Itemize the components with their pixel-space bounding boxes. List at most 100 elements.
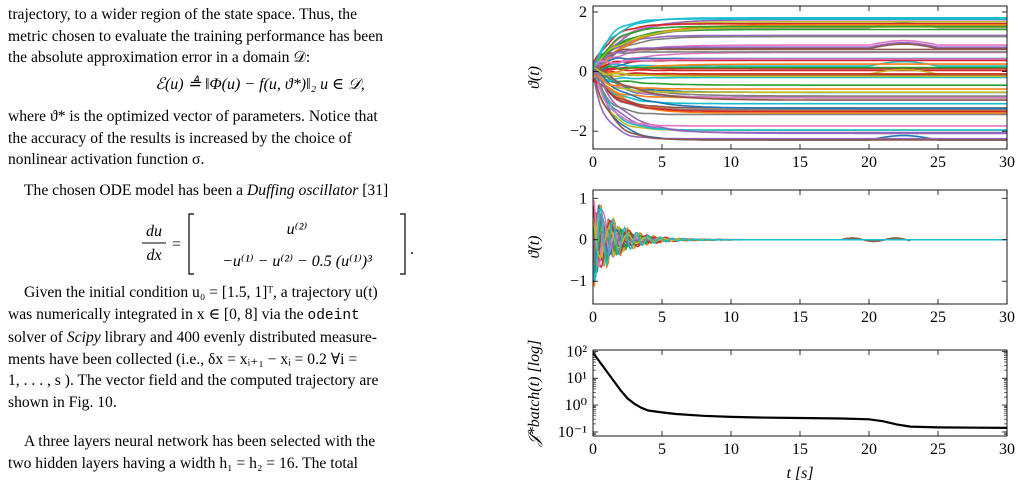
code-odeint: odeint (307, 307, 360, 324)
theta-trajectory (593, 43, 1007, 69)
theta-dot-trajectory (593, 203, 1006, 288)
text-line: Given the initial condition u₀ = [1.5, 1… (24, 284, 378, 301)
theta-dot-trajectory (593, 199, 1006, 268)
paragraph-2: where ϑ* is the optimized vector of para… (8, 106, 512, 171)
cost-curve (593, 352, 1007, 429)
x-tick-label: 25 (930, 154, 946, 171)
x-tick-label: 10 (723, 441, 739, 458)
x-tick-label: 30 (999, 154, 1015, 171)
y-tick-label: 10¹ (566, 370, 587, 387)
lhs-numerator: du (146, 223, 162, 240)
period: . (410, 241, 414, 258)
x-tick-label: 15 (792, 441, 808, 458)
text-line: the accuracy of the results is increased… (8, 129, 352, 147)
theta-trajectory (593, 63, 1007, 81)
x-tick-label: 5 (658, 154, 666, 171)
theta-dot-trajectory (593, 209, 1006, 286)
theta-trajectory (593, 67, 1007, 116)
theta-dot-trajectory (593, 211, 1006, 259)
text-run: was numerically integrated in x ∈ [0, 8]… (8, 305, 308, 323)
theta-trajectory (593, 65, 1007, 73)
text-line: nonlinear activation function σ. (8, 151, 205, 168)
right-bracket (400, 213, 406, 275)
lhs-denominator: dx (146, 247, 161, 264)
equals-sign: = (172, 236, 181, 253)
axes-frame (592, 189, 1008, 305)
x-tick-label: 10 (723, 154, 739, 171)
theta-dot-trajectory (593, 224, 1006, 274)
theta-trajectory (593, 63, 1007, 71)
y-tick-label: 10⁰ (565, 397, 587, 414)
theta-trajectory (593, 73, 1007, 90)
theta-dot-trajectory (593, 214, 1006, 275)
paragraph-3: The chosen ODE model has been a Duffing … (8, 180, 528, 202)
y-axis-label: ϑ̇(t) (526, 236, 543, 259)
theta-trajectory (593, 67, 1007, 73)
text-line: 1, . . . , s ). The vector field and the… (8, 372, 379, 389)
x-tick-label: 10 (723, 309, 739, 326)
text-line: trajectory, to a wider region of the sta… (8, 6, 358, 23)
text-line: shown in Fig. 10. (8, 393, 117, 411)
paragraph-4: Given the initial condition u₀ = [1.5, 1… (8, 282, 512, 413)
x-tick-label: 0 (589, 154, 597, 171)
y-tick-label: 2 (579, 4, 587, 21)
theta-trajectory (593, 67, 1007, 110)
x-tick-label: 15 (792, 309, 808, 326)
theta-trajectory (593, 25, 1007, 68)
y-axis-label: 𝒥*batch(t) [log] (526, 340, 543, 448)
series-group (593, 17, 1007, 141)
equation-duffing: du dx = u⁽²⁾ −u⁽¹⁾ − u⁽²⁾ − 0.5 (u⁽¹⁾)³ … (8, 210, 512, 278)
x-tick-label: 0 (589, 309, 597, 326)
theta-trajectory (593, 50, 1007, 65)
text-line: where ϑ* is the optimized vector of para… (8, 108, 378, 125)
theta-trajectory (593, 76, 1007, 82)
theta-dot-trajectory (593, 206, 1006, 281)
text-run: library and 400 evenly distributed measu… (100, 329, 377, 346)
y-tick-label: 10² (566, 343, 587, 360)
series-group (593, 199, 1006, 288)
theta-trajectory (593, 74, 1007, 86)
y-tick-label: −2 (570, 123, 587, 140)
y-tick-label: 1 (579, 190, 587, 207)
x-tick-label: 0 (589, 441, 597, 458)
matrix-row-2: −u⁽¹⁾ − u⁽²⁾ − 0.5 (u⁽¹⁾)³ (222, 253, 372, 270)
x-tick-label: 30 (999, 441, 1015, 458)
theta-trajectory (593, 66, 1007, 135)
theta-trajectory (593, 58, 1007, 68)
theta-trajectory (593, 34, 1007, 80)
theta-dot-trajectory (593, 217, 1006, 273)
x-tick-label: 5 (658, 309, 666, 326)
theta-dot-trajectory (593, 215, 1006, 257)
theta-trajectory (593, 23, 1007, 64)
x-axis-label: t [s] (786, 465, 813, 482)
theta-trajectory (593, 59, 1007, 69)
theta-trajectory (593, 35, 1007, 77)
theta-dot-trajectory (593, 216, 1006, 269)
left-bracket (188, 213, 194, 275)
x-tick-label: 20 (861, 309, 877, 326)
text-line: ments have been collected (i.e., δx = xᵢ… (8, 350, 358, 368)
x-tick-label: 25 (930, 441, 946, 458)
text-run: solver of (8, 329, 67, 346)
theta-trajectory (593, 79, 1007, 113)
x-tick-label: 30 (999, 309, 1015, 326)
matrix-row-1: u⁽²⁾ (287, 221, 308, 238)
figure-column: 0 5 10 15 20 25 30 2 0 −2 ϑ(t) 0 5 10 15 20 25 30 1 0 −1 ϑ̇(t… (525, 0, 1022, 497)
duffing-emphasis: Duffing oscillator (247, 182, 359, 199)
theta-trajectory (593, 70, 1007, 76)
theta-trajectory (593, 64, 1007, 114)
x-tick-label: 20 (861, 154, 877, 171)
equation-error-metric: ℰ(u) ≜ ‖Φ(u) − f(u, ϑ*)‖₂ u ∈ 𝒟, (155, 76, 365, 93)
theta-trajectory (593, 18, 1007, 70)
y-tick-label: 0 (579, 64, 587, 81)
theta-dot-trajectory (593, 208, 1006, 279)
x-tick-label: 15 (792, 154, 808, 171)
y-tick-label: 0 (579, 232, 587, 249)
theta-trajectory (593, 64, 1007, 131)
theta-trajectory (593, 60, 1007, 127)
scipy-emphasis: Scipy (66, 329, 101, 346)
text-line: metric chosen to evaluate the training p… (8, 27, 383, 45)
